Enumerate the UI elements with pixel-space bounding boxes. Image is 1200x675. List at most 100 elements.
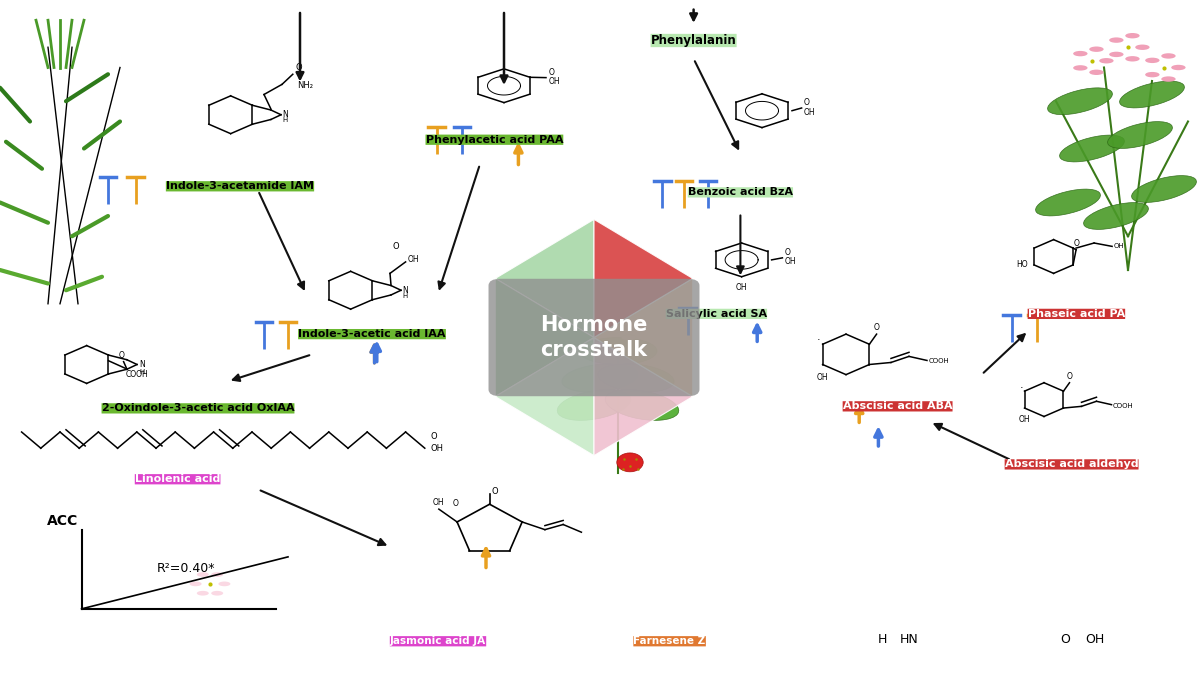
Ellipse shape <box>557 389 631 421</box>
Text: OH: OH <box>408 255 420 265</box>
Ellipse shape <box>211 572 223 577</box>
Ellipse shape <box>617 453 643 472</box>
Text: N: N <box>403 286 408 295</box>
Text: ·: · <box>817 335 821 345</box>
Ellipse shape <box>1120 81 1184 108</box>
Ellipse shape <box>592 327 606 333</box>
Ellipse shape <box>197 591 209 595</box>
Text: ACC: ACC <box>47 514 78 528</box>
Ellipse shape <box>598 364 674 392</box>
Text: Salicylic acid SA: Salicylic acid SA <box>666 309 767 319</box>
Ellipse shape <box>1135 45 1150 50</box>
Ellipse shape <box>218 582 230 586</box>
Text: O: O <box>452 500 458 508</box>
Ellipse shape <box>1073 65 1087 71</box>
Ellipse shape <box>622 335 636 340</box>
Text: H: H <box>403 293 408 299</box>
Text: Linolenic acid: Linolenic acid <box>134 475 221 484</box>
Ellipse shape <box>1108 122 1172 148</box>
Text: OH: OH <box>548 76 560 86</box>
Text: Indole-3-acetic acid IAA: Indole-3-acetic acid IAA <box>299 329 445 339</box>
Text: Phaseic acid PA: Phaseic acid PA <box>1027 309 1126 319</box>
Polygon shape <box>496 338 594 456</box>
Text: HN: HN <box>900 633 919 647</box>
Text: O: O <box>119 351 125 360</box>
Text: Phenylalanin: Phenylalanin <box>650 34 737 47</box>
Text: OH: OH <box>785 256 797 266</box>
Text: OH: OH <box>736 284 748 292</box>
Text: O: O <box>431 431 438 441</box>
Text: Indole-3-acetamide IAM: Indole-3-acetamide IAM <box>166 182 314 191</box>
Text: Farnesene Z: Farnesene Z <box>634 637 706 646</box>
Text: Hormone
crosstalk: Hormone crosstalk <box>540 315 648 360</box>
Text: HO: HO <box>1016 261 1028 269</box>
Ellipse shape <box>1132 176 1196 202</box>
Text: OH: OH <box>804 108 816 117</box>
Polygon shape <box>496 219 594 338</box>
Text: O: O <box>1067 372 1073 381</box>
Text: OH: OH <box>1019 414 1031 424</box>
Text: N: N <box>283 110 288 119</box>
Text: OH: OH <box>431 443 444 453</box>
Text: ·: · <box>1020 383 1024 393</box>
Ellipse shape <box>1060 135 1124 162</box>
Text: O: O <box>1061 633 1070 647</box>
Ellipse shape <box>1162 76 1176 82</box>
Text: O: O <box>492 487 498 496</box>
Ellipse shape <box>1036 189 1100 216</box>
Text: Benzoic acid BzA: Benzoic acid BzA <box>688 188 793 197</box>
Text: COOH: COOH <box>1112 402 1134 408</box>
Ellipse shape <box>1171 65 1186 70</box>
Text: H: H <box>283 117 288 124</box>
Ellipse shape <box>610 346 624 352</box>
Text: R²=0.40*: R²=0.40* <box>157 562 215 575</box>
Text: COOH: COOH <box>125 370 148 379</box>
Text: Jasmonic acid JA: Jasmonic acid JA <box>390 637 486 646</box>
Text: OH: OH <box>1085 633 1104 647</box>
Ellipse shape <box>1099 58 1114 63</box>
Ellipse shape <box>562 364 638 392</box>
Ellipse shape <box>1162 53 1176 59</box>
Ellipse shape <box>605 389 679 421</box>
Text: OH: OH <box>1114 244 1124 249</box>
Polygon shape <box>594 278 692 397</box>
Ellipse shape <box>211 591 223 595</box>
Text: OH: OH <box>433 497 445 506</box>
Text: 2-Oxindole-3-acetic acid OxIAA: 2-Oxindole-3-acetic acid OxIAA <box>102 404 294 413</box>
Ellipse shape <box>1073 51 1087 56</box>
Text: O: O <box>804 98 810 107</box>
Ellipse shape <box>1048 88 1112 115</box>
Text: Phenylacetic acid PAA: Phenylacetic acid PAA <box>426 135 563 144</box>
Text: O: O <box>874 323 880 332</box>
Ellipse shape <box>1109 52 1123 57</box>
Ellipse shape <box>1145 57 1159 63</box>
Ellipse shape <box>1084 202 1148 230</box>
Text: COOH: COOH <box>929 358 949 364</box>
Polygon shape <box>594 219 692 338</box>
Text: H: H <box>139 369 145 375</box>
Text: O: O <box>392 242 400 251</box>
Ellipse shape <box>190 582 202 586</box>
Text: OH: OH <box>817 373 828 381</box>
Text: H: H <box>877 633 887 647</box>
Text: O: O <box>548 68 554 77</box>
FancyBboxPatch shape <box>488 279 700 396</box>
Ellipse shape <box>592 342 606 348</box>
Text: O: O <box>295 63 302 72</box>
Ellipse shape <box>580 338 658 364</box>
Text: NH₂: NH₂ <box>298 81 313 90</box>
Ellipse shape <box>1126 56 1140 61</box>
Text: O: O <box>1073 239 1079 248</box>
Ellipse shape <box>1090 47 1104 52</box>
Ellipse shape <box>1126 33 1140 38</box>
Polygon shape <box>496 278 594 397</box>
Text: Abscisic acid ABA: Abscisic acid ABA <box>842 402 953 411</box>
Ellipse shape <box>1090 70 1104 75</box>
Ellipse shape <box>1145 72 1159 78</box>
Ellipse shape <box>197 572 209 577</box>
Ellipse shape <box>610 323 624 329</box>
Text: O: O <box>785 248 791 257</box>
Text: N: N <box>139 360 145 369</box>
Text: Abscisic acid aldehyd: Abscisic acid aldehyd <box>1004 460 1139 469</box>
Ellipse shape <box>1109 37 1123 43</box>
